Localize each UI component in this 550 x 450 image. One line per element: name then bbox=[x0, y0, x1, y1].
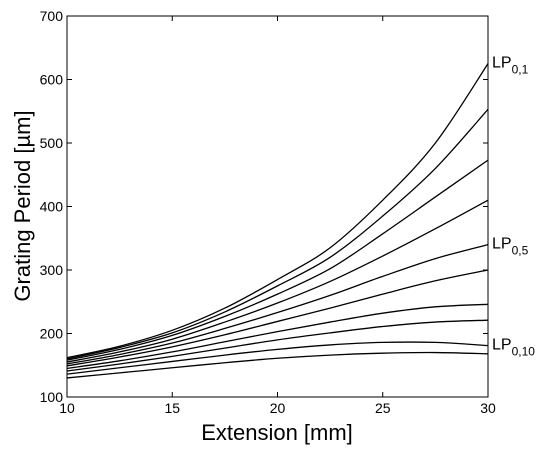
y-tick-label-500: 500 bbox=[40, 135, 64, 151]
x-tick-label-10: 10 bbox=[59, 400, 75, 416]
series-line-2 bbox=[66, 108, 489, 360]
series-line-3 bbox=[66, 159, 489, 361]
y-tick-label-400: 400 bbox=[40, 199, 64, 215]
y-tick-label-600: 600 bbox=[40, 72, 64, 88]
x-axis-title: Extension [mm] bbox=[201, 420, 353, 445]
series-line-4 bbox=[66, 199, 489, 363]
y-tick-label-100: 100 bbox=[40, 389, 64, 405]
y-tick-label-700: 700 bbox=[40, 8, 64, 24]
x-tick-label-25: 25 bbox=[375, 400, 391, 416]
series-layer bbox=[66, 63, 489, 379]
x-tick-label-15: 15 bbox=[164, 400, 180, 416]
x-tick-label-20: 20 bbox=[270, 400, 286, 416]
series-line-6 bbox=[66, 269, 489, 367]
series-line-10 bbox=[66, 351, 489, 379]
y-tick-label-200: 200 bbox=[40, 326, 64, 342]
y-tick-label-300: 300 bbox=[40, 262, 64, 278]
series-labels-layer: LP0,1 LP0,5 LP0,10 bbox=[492, 55, 535, 359]
series-label-9: LP0,10 bbox=[492, 337, 535, 359]
series-line-5 bbox=[66, 243, 489, 365]
series-line-8 bbox=[66, 319, 489, 372]
series-label-1: LP0,1 bbox=[492, 55, 529, 77]
y-axis-title: Grating Period [µm] bbox=[10, 110, 35, 301]
series-line-7 bbox=[66, 303, 489, 370]
series-line-9 bbox=[66, 341, 489, 375]
ticks-layer: 10 15 20 25 30 100 200 300 400 500 600 700 bbox=[40, 8, 496, 416]
series-line-1 bbox=[66, 63, 489, 359]
plot-area bbox=[66, 15, 489, 398]
x-tick-label-30: 30 bbox=[480, 400, 496, 416]
series-label-5: LP0,5 bbox=[492, 236, 529, 258]
